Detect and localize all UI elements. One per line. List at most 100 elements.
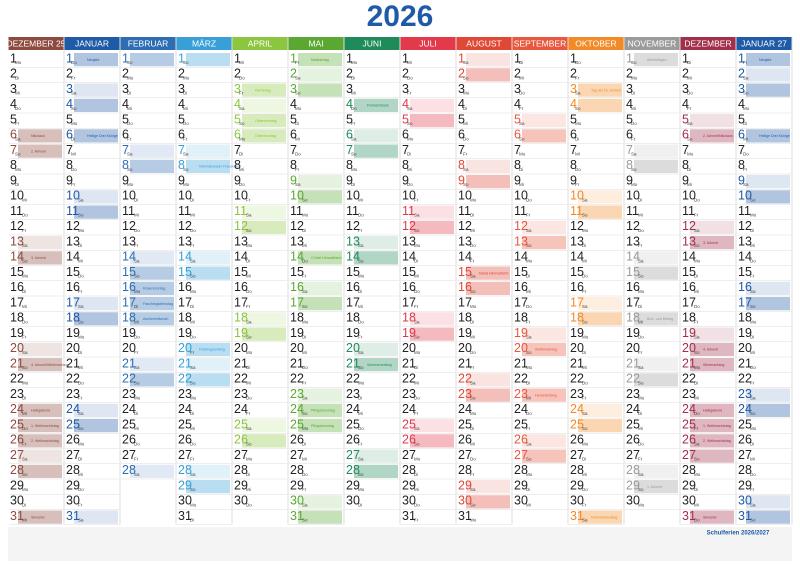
day-highlight <box>242 83 286 97</box>
month-header <box>512 37 568 50</box>
day-number: 8 <box>122 158 129 172</box>
weekday: So <box>78 319 84 324</box>
day-number: 9 <box>570 173 577 187</box>
weekday: Fr <box>750 380 755 385</box>
day-number: 8 <box>346 158 353 172</box>
day-number: 15 <box>738 265 752 279</box>
weekday: Sa <box>407 106 413 111</box>
month-name: NOVEMBER <box>628 38 677 48</box>
day-number: 4 <box>402 97 409 111</box>
day-number: 20 <box>178 341 192 355</box>
weekday: Mo <box>78 441 85 446</box>
day-number: 7 <box>402 143 409 157</box>
holiday-note: 3. Advent <box>703 241 718 245</box>
day-number: 5 <box>66 112 73 126</box>
day-number: 27 <box>514 448 528 462</box>
weekday: Mi <box>694 396 699 401</box>
day-number: 15 <box>626 265 640 279</box>
day-number: 30 <box>738 494 752 508</box>
weekday: Do <box>127 121 133 126</box>
day-number: 3 <box>122 82 129 96</box>
day-highlight <box>354 449 398 463</box>
day-number: 16 <box>66 280 80 294</box>
day-number: 26 <box>346 433 360 447</box>
weekday: Sa <box>78 197 84 202</box>
day-number: 30 <box>66 494 80 508</box>
day-number: 26 <box>402 433 416 447</box>
day-number: 5 <box>10 112 17 126</box>
holiday-note: Reformationstag <box>591 515 617 519</box>
day-highlight <box>578 205 622 219</box>
weekday: Di <box>358 502 362 507</box>
weekday: Sa <box>358 243 364 248</box>
weekday: Di <box>134 411 138 416</box>
weekday: Do <box>134 228 140 233</box>
day-highlight <box>354 129 398 143</box>
day-number: 4 <box>570 97 577 111</box>
holiday-note: Tag der Dt. Einheit <box>591 88 621 92</box>
day-number: 23 <box>178 387 192 401</box>
day-number: 5 <box>178 112 185 126</box>
weekday: Fr <box>750 487 755 492</box>
weekday: Mo <box>463 91 470 96</box>
month-header <box>624 37 680 50</box>
weekday: Fr <box>358 228 363 233</box>
day-number: 7 <box>514 143 521 157</box>
day-number: 26 <box>626 433 640 447</box>
day-number: 16 <box>122 280 136 294</box>
day-number: 9 <box>122 173 129 187</box>
day-number: 30 <box>178 494 192 508</box>
month-name: DEZEMBER <box>684 38 731 48</box>
day-highlight <box>242 220 286 234</box>
weekday: Do <box>351 106 357 111</box>
day-highlight <box>746 190 790 204</box>
weekday: So <box>463 182 469 187</box>
weekday: Di <box>470 213 474 218</box>
weekday: So <box>470 502 476 507</box>
day-number: 7 <box>290 143 297 157</box>
weekday: Fr <box>246 304 251 309</box>
day-number: 1 <box>66 51 73 65</box>
school-holiday-table <box>8 527 792 561</box>
weekday: Sa <box>134 258 140 263</box>
day-number: 22 <box>682 372 696 386</box>
day-highlight <box>186 480 230 494</box>
day-number: 9 <box>458 173 465 187</box>
day-number: 24 <box>66 402 80 416</box>
holiday-note: Neujahr <box>87 58 100 62</box>
day-highlight <box>466 281 510 295</box>
weekday: Mo <box>526 258 533 263</box>
weekday: Fr <box>638 350 643 355</box>
day-highlight <box>690 510 734 524</box>
weekday: Fr <box>575 75 580 80</box>
weekday: Do <box>694 518 700 523</box>
day-number: 29 <box>234 478 248 492</box>
holiday-note: 1. Weihnachtstag <box>31 424 59 428</box>
day-number: 25 <box>122 417 136 431</box>
weekday: Fr <box>246 411 251 416</box>
weekday: Do <box>687 91 693 96</box>
weekday: So <box>743 91 749 96</box>
day-number: 29 <box>346 478 360 492</box>
day-highlight <box>242 434 286 448</box>
day-number: 22 <box>10 372 24 386</box>
day-highlight <box>186 251 230 265</box>
day-number: 11 <box>514 204 527 218</box>
weekday: Di <box>78 243 82 248</box>
weekday: Di <box>414 472 418 477</box>
weekday: So <box>302 411 308 416</box>
weekday: Fr <box>582 289 587 294</box>
weekday: Do <box>302 365 308 370</box>
weekday: So <box>22 472 28 477</box>
day-number: 29 <box>738 478 752 492</box>
month-header <box>568 37 624 50</box>
day-number: 5 <box>290 112 297 126</box>
weekday: Mo <box>127 182 134 187</box>
day-number: 6 <box>402 128 409 142</box>
day-highlight <box>746 495 790 509</box>
day-number: 2 <box>10 67 17 81</box>
weekday: So <box>358 365 364 370</box>
weekday: Do <box>246 396 252 401</box>
day-highlight <box>18 236 62 250</box>
day-number: 30 <box>626 494 640 508</box>
